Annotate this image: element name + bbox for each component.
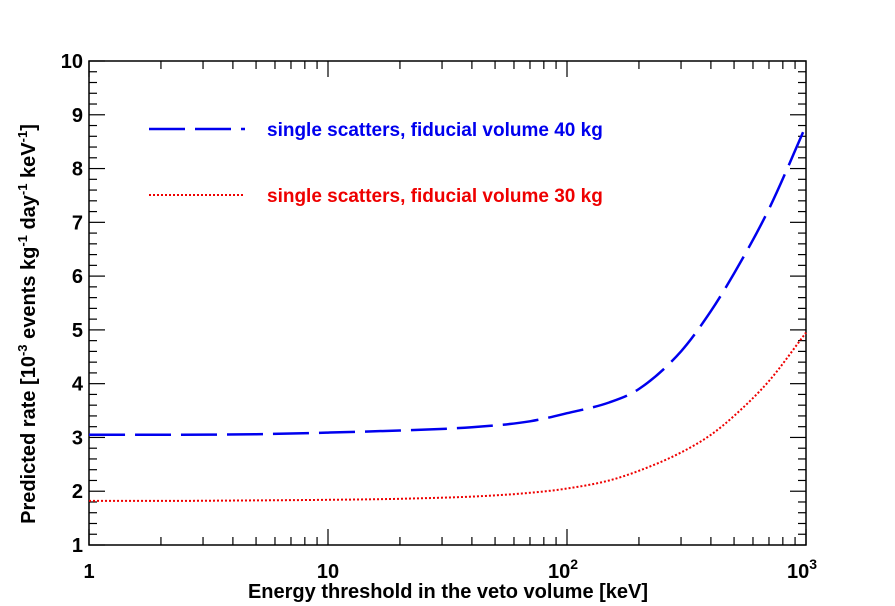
y-tick-label: 1 [72,535,83,557]
axis-ticks: 1 10 102 103 1 2 3 4 5 6 7 8 9 10 [61,51,817,583]
legend-label-30kg: single scatters, fiducial volume 30 kg [267,186,603,207]
x-tick-label: 102 [548,556,578,583]
x-tick-label: 1 [83,561,94,583]
y-tick-label: 6 [72,266,83,288]
series-line-30kg [89,331,807,502]
x-tick-label: 103 [787,556,817,583]
x-axis-title: Energy threshold in the veto volume [keV… [248,581,648,603]
series-layer [89,124,808,502]
x-tick-label: 10 [317,561,339,583]
y-tick-label: 10 [61,51,83,73]
y-tick-label: 2 [72,481,83,503]
y-tick-label: 4 [72,374,84,396]
plot-frame [88,60,807,546]
y-tick-label: 3 [72,427,83,449]
y-tick-label: 5 [72,320,83,342]
y-tick-label: 7 [72,212,83,234]
legend: single scatters, fiducial volume 40 kg s… [149,120,603,207]
y-tick-label: 8 [72,159,83,181]
legend-label-40kg: single scatters, fiducial volume 40 kg [267,120,603,141]
y-axis-title: Predicted rate [10-3 events kg-1 day-1 k… [15,124,40,524]
series-line-40kg [89,124,808,437]
y-tick-label: 9 [72,105,83,127]
